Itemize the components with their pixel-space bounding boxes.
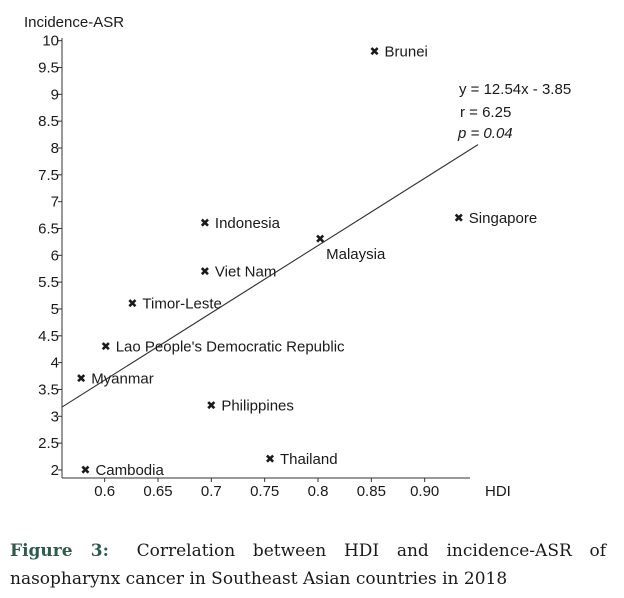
y-tick-label: 7.5 bbox=[38, 167, 59, 184]
point-label: Cambodia bbox=[95, 462, 164, 479]
point-label: Lao People's Democratic Republic bbox=[116, 339, 345, 356]
x-axis-label: HDI bbox=[485, 483, 511, 500]
regression-equation: y = 12.54x - 3.85 bbox=[459, 81, 571, 98]
point-label: Timor-Leste bbox=[142, 296, 221, 313]
y-tick-label: 7 bbox=[51, 194, 59, 211]
x-tick-label: 0.6 bbox=[94, 483, 115, 500]
y-tick-label: 4.5 bbox=[38, 328, 59, 345]
caption-text: Correlation between HDI and incidence-AS… bbox=[10, 541, 606, 589]
y-tick-label: 2.5 bbox=[38, 435, 59, 452]
point-marker: ✖ bbox=[370, 44, 380, 58]
x-tick-label: 0.85 bbox=[357, 483, 386, 500]
y-tick-label: 5 bbox=[51, 301, 59, 318]
point-label: Myanmar bbox=[91, 371, 154, 388]
y-tick-label: 3 bbox=[51, 408, 59, 425]
point-marker: ✖ bbox=[206, 399, 216, 413]
data-points: ✖ Brunei✖ Singapore✖ Indonesia✖Malaysia✖ Vie… bbox=[76, 43, 537, 479]
caption-label: Figure 3: bbox=[10, 541, 109, 561]
x-tick-label: 0.7 bbox=[201, 483, 222, 500]
y-tick-label: 10 bbox=[42, 33, 59, 50]
point-marker: ✖ bbox=[76, 372, 86, 386]
point-label: Philippines bbox=[221, 398, 294, 415]
y-tick-label: 2 bbox=[51, 462, 59, 479]
point-marker: ✖ bbox=[80, 463, 90, 477]
x-tick-label: 0.65 bbox=[143, 483, 172, 500]
y-tick-label: 3.5 bbox=[38, 381, 59, 398]
y-tick-label: 9.5 bbox=[38, 60, 59, 77]
figure-caption: Figure 3: Correlation between HDI and in… bbox=[10, 537, 606, 593]
p-value: p = 0.04 bbox=[457, 125, 513, 142]
point-label: Indonesia bbox=[215, 215, 281, 232]
point-marker: ✖ bbox=[200, 216, 210, 230]
x-tick-label: 0.90 bbox=[410, 483, 439, 500]
x-tick-label: 0.8 bbox=[308, 483, 329, 500]
y-tick-label: 8.5 bbox=[38, 113, 59, 130]
scatter-chart: Incidence-ASR HDI 2 2.5 3 3.5 4 4.5 5 5.5 6 6.5 7 7… bbox=[24, 14, 571, 500]
point-label: Thailand bbox=[280, 451, 338, 468]
point-marker: ✖ bbox=[315, 232, 325, 246]
point-marker: ✖ bbox=[454, 211, 464, 225]
y-tick-label: 4 bbox=[51, 355, 59, 372]
y-tick-label: 6.5 bbox=[38, 220, 59, 237]
y-axis-label: Incidence-ASR bbox=[24, 14, 124, 31]
x-tick-label: 0.75 bbox=[250, 483, 279, 500]
y-tick-label: 6 bbox=[51, 247, 59, 264]
y-tick-label: 8 bbox=[51, 140, 59, 157]
point-label: Malaysia bbox=[326, 246, 386, 263]
y-ticks: 2 2.5 3 3.5 4 4.5 5 5.5 6 6.5 7 7.5 8 8.5 9 9.5 10 bbox=[38, 33, 62, 479]
y-tick-label: 5.5 bbox=[38, 274, 59, 291]
trend-line bbox=[61, 144, 479, 408]
point-marker: ✖ bbox=[127, 297, 137, 311]
point-marker: ✖ bbox=[200, 264, 210, 278]
point-marker: ✖ bbox=[101, 340, 111, 354]
point-label: Singapore bbox=[469, 210, 537, 227]
point-label: Brunei bbox=[385, 43, 428, 60]
point-marker: ✖ bbox=[265, 452, 275, 466]
x-ticks: 0.6 0.65 0.7 0.75 0.8 0.85 0.90 bbox=[94, 478, 439, 500]
correlation-coefficient: r = 6.25 bbox=[460, 104, 511, 121]
y-tick-label: 9 bbox=[51, 86, 59, 103]
point-label: Viet Nam bbox=[215, 263, 276, 280]
